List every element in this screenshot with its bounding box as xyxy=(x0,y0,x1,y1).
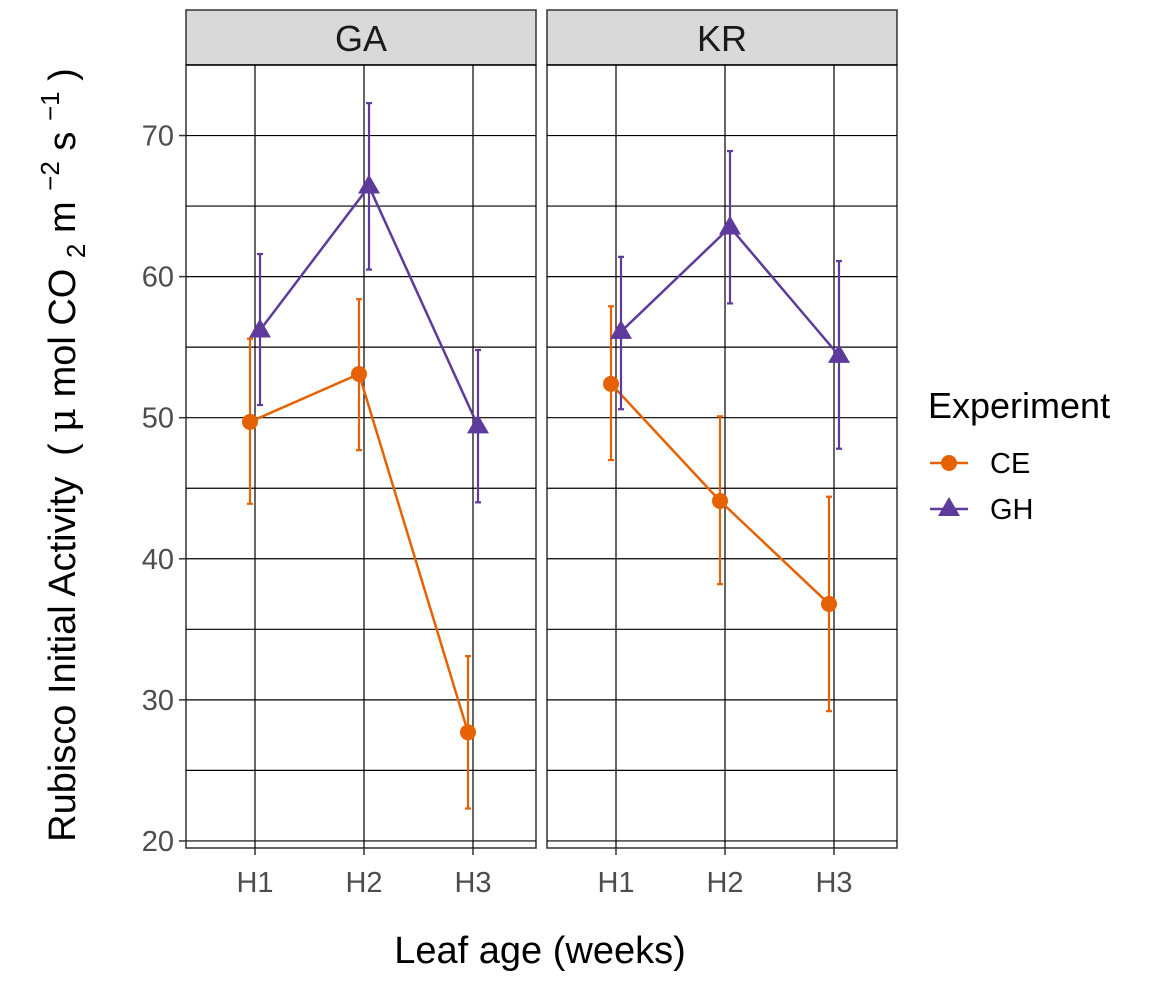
series-gh xyxy=(610,149,850,450)
x-tick-label: H1 xyxy=(236,867,273,899)
data-point-triangle xyxy=(358,174,380,194)
plot-panels: GA H1 H2 H3 KR H1 H2 H3 xyxy=(185,9,898,899)
data-point-triangle xyxy=(828,343,850,363)
legend-label: GH xyxy=(990,494,1034,526)
panel-kr: KR H1 H2 H3 xyxy=(546,9,898,899)
series-ce xyxy=(242,298,476,810)
x-tick-label: H3 xyxy=(815,867,852,899)
y-axis-title-sub-2: 2 xyxy=(61,244,91,258)
x-tick-label: H3 xyxy=(454,867,491,899)
y-axis-title: Rubisco Initial Activity ( μ mol CO 2 m … xyxy=(26,68,94,842)
facet-strip xyxy=(185,9,537,66)
plot-panel-border xyxy=(546,64,898,849)
legend: Experiment CE GH xyxy=(928,385,1110,526)
y-axis-title-s: s xyxy=(42,132,84,151)
series-ce xyxy=(603,305,837,713)
x-axis-title: Leaf age (weeks) xyxy=(394,930,686,972)
x-tick-label: H2 xyxy=(706,867,743,899)
y-axis-title-mu: μ xyxy=(40,408,84,433)
panel-ga: GA H1 H2 H3 xyxy=(185,9,537,899)
y-axis-title-close-paren: ) xyxy=(42,68,84,81)
legend-title: Experiment xyxy=(928,385,1110,426)
legend-item-ce: CE xyxy=(930,448,1030,480)
series-gh xyxy=(249,101,489,504)
data-point-circle xyxy=(603,375,619,392)
y-tick-label: 50 xyxy=(142,403,174,435)
x-tick-label: H2 xyxy=(345,867,382,899)
legend-key-triangle xyxy=(938,497,960,516)
y-tick-label: 60 xyxy=(142,262,174,294)
x-tick-label: H1 xyxy=(597,867,634,899)
legend-item-gh: GH xyxy=(930,494,1034,526)
y-axis-title-exp-m: −2 xyxy=(35,161,65,191)
legend-label: CE xyxy=(990,448,1030,480)
data-point-triangle xyxy=(249,318,271,338)
y-axis-title-mol-co: mol CO xyxy=(42,269,84,398)
svg-text:Rubisco Initial Activity: Rubisco Initial Activity ( μ mol CO 2 m … xyxy=(26,68,94,842)
data-point-circle xyxy=(351,365,367,382)
y-tick-label: 20 xyxy=(142,826,174,858)
y-axis-title-main: Rubisco Initial Activity xyxy=(42,476,84,841)
facet-strip-label: GA xyxy=(335,18,387,59)
y-tick-label: 70 xyxy=(142,121,174,153)
y-axis-title-exp-s: −1 xyxy=(35,91,65,121)
data-point-circle xyxy=(712,492,728,509)
data-point-circle xyxy=(460,724,476,741)
y-axis-title-open-paren: ( xyxy=(42,443,84,456)
data-point-triangle xyxy=(610,319,632,339)
legend-key-circle xyxy=(941,455,957,471)
data-point-circle xyxy=(821,595,837,612)
y-axis-title-m: m xyxy=(42,201,84,233)
data-point-triangle xyxy=(719,215,741,235)
y-axis: 20 30 40 50 60 70 xyxy=(142,121,186,858)
data-point-triangle xyxy=(467,414,489,434)
facet-strip-label: KR xyxy=(697,18,747,59)
facet-strip xyxy=(546,9,898,66)
y-tick-label: 40 xyxy=(142,544,174,576)
data-point-circle xyxy=(242,413,258,430)
plot-panel-border xyxy=(185,64,537,849)
y-tick-label: 30 xyxy=(142,685,174,717)
